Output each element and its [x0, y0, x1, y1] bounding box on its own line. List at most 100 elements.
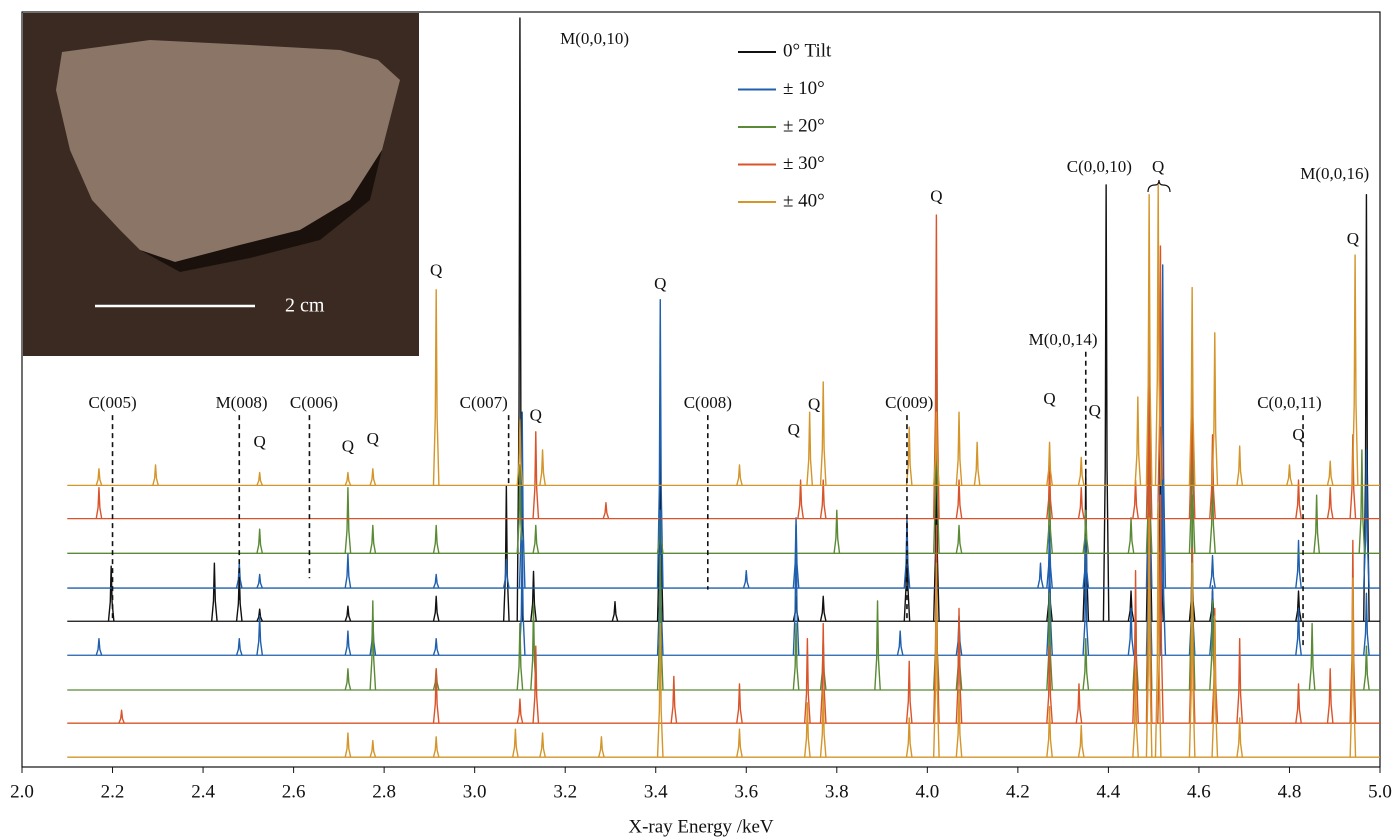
spectrum-peak	[1046, 464, 1053, 519]
spectrum-peak	[432, 595, 440, 622]
spectrum-peak	[1349, 539, 1357, 724]
spectrum-peak	[874, 600, 881, 691]
spectrum-peak	[819, 690, 827, 758]
annotation: M(008)	[216, 393, 268, 412]
spectrum-peak	[1046, 705, 1053, 758]
spectrum-peak	[1077, 724, 1085, 758]
spectrum-peak	[1082, 637, 1090, 691]
spectrum-peak	[256, 573, 264, 589]
spectrum-peak	[611, 600, 619, 622]
spectrum-peak	[1077, 486, 1085, 519]
spectrum-peak	[1132, 668, 1139, 758]
spectrum-peak	[432, 668, 440, 724]
annotation: Q	[1347, 229, 1359, 248]
legend-label: 0° Tilt	[783, 40, 832, 61]
spectrum-peak	[512, 728, 519, 758]
spectrum-peak	[1211, 607, 1219, 724]
x-tick-label: 4.4	[1097, 781, 1121, 802]
scale-label: 2 cm	[285, 295, 325, 317]
spectrum-peak	[797, 479, 804, 519]
x-tick-label: 3.8	[825, 781, 849, 802]
annotation: M(0,0,10)	[560, 29, 629, 48]
spectrum-peak	[502, 558, 510, 589]
spectrum-peak	[1326, 460, 1334, 486]
brace	[1147, 179, 1171, 193]
spectrum-peak	[1236, 717, 1244, 758]
spectrum-peak	[432, 736, 440, 758]
spectrum-peak	[1326, 668, 1334, 724]
spectrum-peak	[532, 645, 540, 724]
spectrum-peak	[502, 485, 510, 622]
spectrum-peak	[973, 441, 981, 486]
spectrum-peak	[819, 595, 827, 622]
legend-label: ± 20°	[783, 115, 825, 136]
x-tick-label: 2.8	[372, 781, 396, 802]
spectrum-peak	[344, 630, 352, 656]
spectrum-peak	[530, 570, 537, 622]
spectrum-peak	[1295, 590, 1302, 622]
spectrum-peak	[256, 608, 264, 622]
spectrum-peak	[819, 381, 827, 486]
spectrum-peak	[742, 570, 750, 589]
spectrum-peak	[955, 690, 963, 758]
spectrum-peak	[932, 373, 940, 554]
spectrum-peak	[256, 471, 264, 486]
spectrum-peak	[736, 683, 743, 724]
annotation: Q	[1152, 157, 1164, 176]
spectrum-peak	[1295, 479, 1302, 519]
annotation: Q	[1089, 401, 1101, 420]
spectrum-peak	[1349, 577, 1357, 758]
spectrum-peak	[516, 622, 524, 691]
spectrum-peak	[1145, 434, 1153, 724]
spectrum-peak	[1132, 570, 1139, 724]
x-tick-label: 4.2	[1006, 781, 1030, 802]
spectrum-peak	[1358, 449, 1366, 554]
spectrum-peak	[1154, 184, 1162, 486]
spectrum-peak	[516, 464, 524, 554]
annotation: Q	[530, 406, 542, 425]
spectrum-peak	[905, 660, 913, 724]
spectrum-peak	[656, 509, 664, 656]
spectrum-peak	[833, 509, 841, 554]
spectrum-peak	[1295, 607, 1302, 656]
x-tick-label: 3.6	[734, 781, 758, 802]
spectrum-peak	[598, 736, 605, 758]
spectrum-peak	[1134, 396, 1142, 486]
annotation: M(0,0,14)	[1029, 330, 1098, 349]
spectrum-peak	[432, 573, 440, 589]
annotation: Q	[654, 274, 666, 293]
spectrum-peak	[1363, 645, 1370, 691]
legend-label: ± 40°	[783, 190, 825, 211]
spectrum-peak	[955, 607, 963, 724]
x-tick-label: 2.4	[191, 781, 215, 802]
rock-shadow	[140, 150, 382, 272]
spectrum-peak	[792, 517, 800, 589]
spectrum-peak	[344, 553, 352, 589]
spectrum-peak	[806, 411, 814, 486]
spectrum-peak	[532, 431, 540, 519]
spectrum-peak	[118, 709, 125, 724]
spectrum-peak	[736, 464, 743, 486]
spectrum-peak	[803, 637, 811, 724]
annotation: C(006)	[290, 393, 338, 412]
spectrum-peak	[1037, 562, 1044, 589]
spectrum-peak	[235, 637, 243, 656]
annotation: Q	[1292, 425, 1304, 444]
spectrum-peak	[152, 464, 159, 486]
annotation: M(0,0,16)	[1300, 164, 1369, 183]
spectrum-peak	[1082, 536, 1090, 589]
spectrum-peak	[518, 411, 526, 589]
spectrum-peak	[1286, 464, 1293, 486]
x-tick-label: 4.0	[915, 781, 939, 802]
annotation: Q	[430, 261, 442, 280]
spectrum-peak	[1082, 509, 1090, 554]
annotation: Q	[1043, 389, 1055, 408]
spectrum-peak	[1145, 517, 1153, 758]
spectrum-peak	[1127, 517, 1135, 554]
spectrum-peak	[1236, 637, 1244, 724]
spectrum-peak	[1313, 494, 1321, 554]
spectrum-peak	[955, 411, 963, 486]
annotation: Q	[367, 429, 379, 448]
spectrum-peak	[107, 565, 115, 622]
